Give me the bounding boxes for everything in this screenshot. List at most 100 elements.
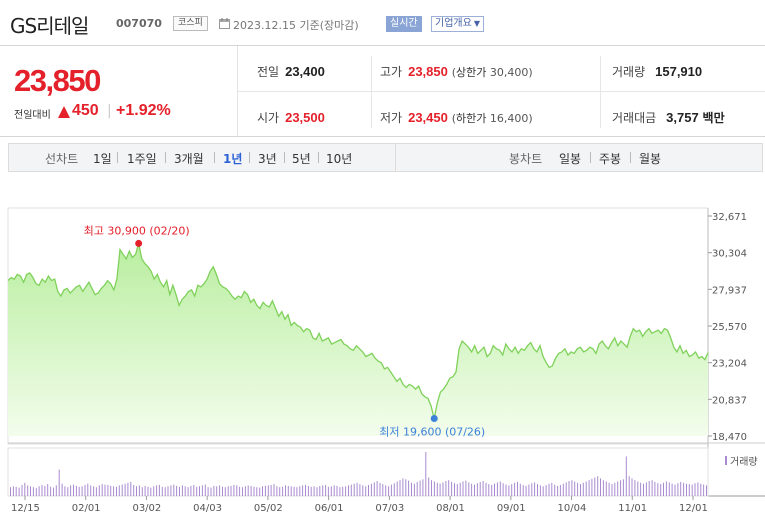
volume-bar — [256, 487, 258, 496]
stat-unit: 백만 — [702, 111, 725, 125]
volume-bar — [454, 483, 455, 496]
volume-bar — [55, 485, 57, 496]
volume-bar — [267, 485, 269, 496]
volume-bar — [78, 486, 80, 496]
volume-bar — [637, 481, 639, 496]
volume-bar — [488, 484, 490, 496]
volume-bar — [75, 485, 77, 496]
stat-value: 3,757 — [666, 110, 699, 125]
volume-bar — [227, 486, 229, 496]
company-overview-dropdown[interactable]: 기업개요 ▼ — [431, 16, 484, 32]
volume-bar — [628, 476, 630, 496]
change-percent: +1.92% — [116, 102, 171, 119]
stat-value: 23,500 — [285, 110, 325, 125]
volume-bar — [44, 485, 46, 496]
volume-bar — [53, 487, 54, 496]
calendar-icon — [219, 18, 230, 29]
volume-bar — [674, 484, 676, 496]
volume-bar — [58, 469, 60, 496]
volume-bar — [61, 483, 63, 496]
volume-bar — [239, 486, 241, 496]
stat-label: 전일 — [257, 65, 280, 79]
divider: | — [107, 103, 112, 119]
volume-bar — [70, 485, 72, 496]
x-tick-label: 07/03 — [375, 503, 404, 514]
volume-bar — [270, 485, 272, 496]
candle-chart-title: 봉차트 — [509, 152, 543, 166]
volume-bar — [121, 484, 123, 496]
volume-bar — [153, 486, 155, 496]
volume-bar — [408, 480, 410, 496]
low-annotation: 최저 19,600 (07/26) — [379, 425, 485, 438]
volume-bar — [368, 485, 369, 496]
volume-bar — [439, 483, 441, 496]
period-1d[interactable]: 1일 — [93, 152, 112, 166]
volume-bar — [660, 484, 662, 496]
candle-monthly[interactable]: 월봉 — [639, 152, 662, 166]
company-overview-label: 기업개요 — [435, 18, 472, 29]
volume-bar — [416, 481, 418, 496]
volume-bar — [84, 485, 86, 496]
volume-bar — [50, 486, 52, 496]
volume-bar — [528, 484, 530, 496]
volume-bar — [116, 486, 117, 496]
volume-bar — [671, 483, 673, 496]
stat-label: 고가 — [380, 65, 403, 79]
stock-header: GS리테일 007070 코스피 2023.12.15 기준(장마감) 실시간 … — [0, 0, 765, 46]
volume-bar — [250, 485, 252, 496]
candle-weekly[interactable]: 주봉 — [599, 152, 622, 166]
x-tick-label: 05/02 — [254, 503, 283, 514]
period-3y[interactable]: 3년 — [258, 152, 277, 166]
volume-bar — [362, 485, 364, 496]
volume-bar — [602, 480, 604, 496]
limit-value: 30,400 — [489, 66, 529, 79]
volume-bar — [299, 486, 301, 496]
volume-bar — [422, 479, 424, 496]
volume-bar — [41, 485, 43, 496]
volume-bar — [176, 485, 178, 496]
volume-bar — [456, 484, 458, 496]
candle-daily[interactable]: 일봉 — [559, 152, 582, 166]
limit-label: 상한가 — [455, 66, 487, 79]
stat-volume: 거래량 157,910 — [612, 63, 702, 80]
volume-bar — [118, 485, 120, 496]
stat-high: 고가 23,850 (상한가 30,400) — [380, 63, 533, 80]
price-chart-svg: 32,671 30,304 27,937 25,570 23,204 20,837 18,4… — [7, 207, 765, 514]
volume-bar — [525, 485, 527, 496]
volume-bar — [399, 480, 401, 496]
volume-bar — [264, 485, 266, 496]
period-10y[interactable]: 10년 — [326, 152, 353, 166]
realtime-button[interactable]: 실시간 — [386, 16, 422, 32]
x-tick-label: 02/01 — [72, 503, 101, 514]
volume-bar — [654, 481, 656, 496]
volume-bar — [631, 478, 633, 496]
volume-bar — [356, 482, 358, 496]
volume-bar — [686, 483, 687, 496]
period-3m[interactable]: 3개월 — [174, 152, 204, 166]
volume-bar — [101, 484, 103, 496]
volume-bar — [433, 481, 435, 496]
volume-bar — [107, 485, 109, 496]
volume-bar — [199, 486, 200, 496]
volume-bar — [459, 482, 461, 496]
volume-bar — [67, 487, 69, 496]
volume-bar — [104, 484, 106, 496]
volume-bar — [482, 481, 484, 496]
period-1w[interactable]: 1주일 — [127, 152, 157, 166]
line-chart-title: 선차트 — [45, 152, 79, 166]
period-1y[interactable]: 1년 — [223, 152, 243, 166]
volume-bar — [405, 479, 407, 496]
volume-bar — [138, 485, 140, 496]
volume-bar — [365, 486, 367, 496]
volume-bar — [568, 481, 570, 496]
volume-bar — [282, 486, 284, 496]
volume-bar — [625, 456, 627, 496]
volume-bar — [187, 487, 189, 496]
period-5y[interactable]: 5년 — [292, 152, 311, 166]
volume-bar — [302, 485, 304, 496]
y-tick-label: 27,937 — [712, 285, 747, 296]
volume-bar — [413, 483, 415, 496]
volume-bar — [262, 486, 263, 496]
volume-bar — [35, 488, 37, 496]
volume-bar — [554, 484, 556, 496]
